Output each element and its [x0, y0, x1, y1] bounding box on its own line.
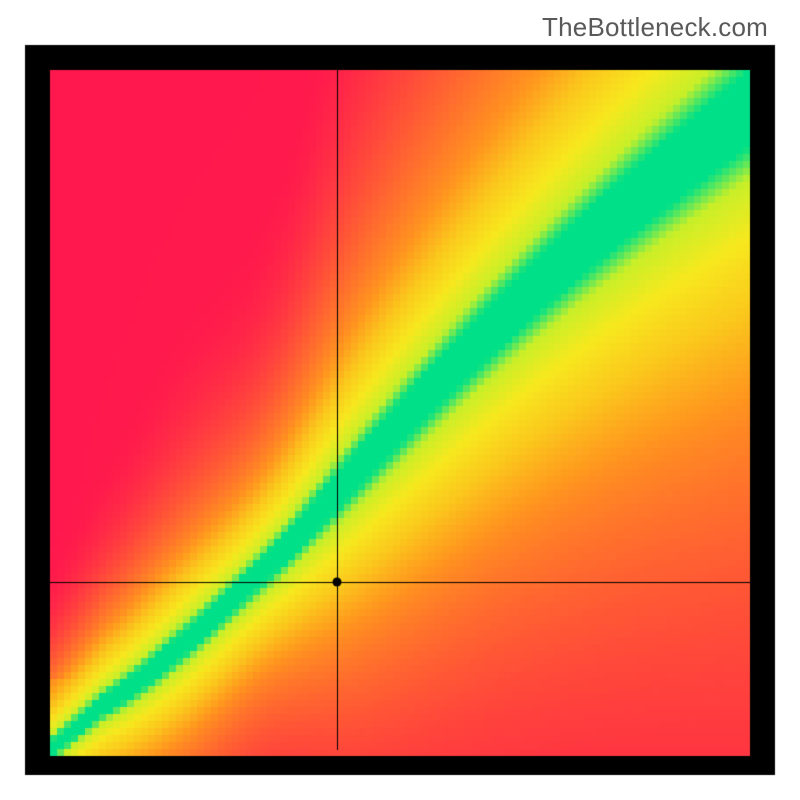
- bottleneck-heatmap: [0, 0, 800, 800]
